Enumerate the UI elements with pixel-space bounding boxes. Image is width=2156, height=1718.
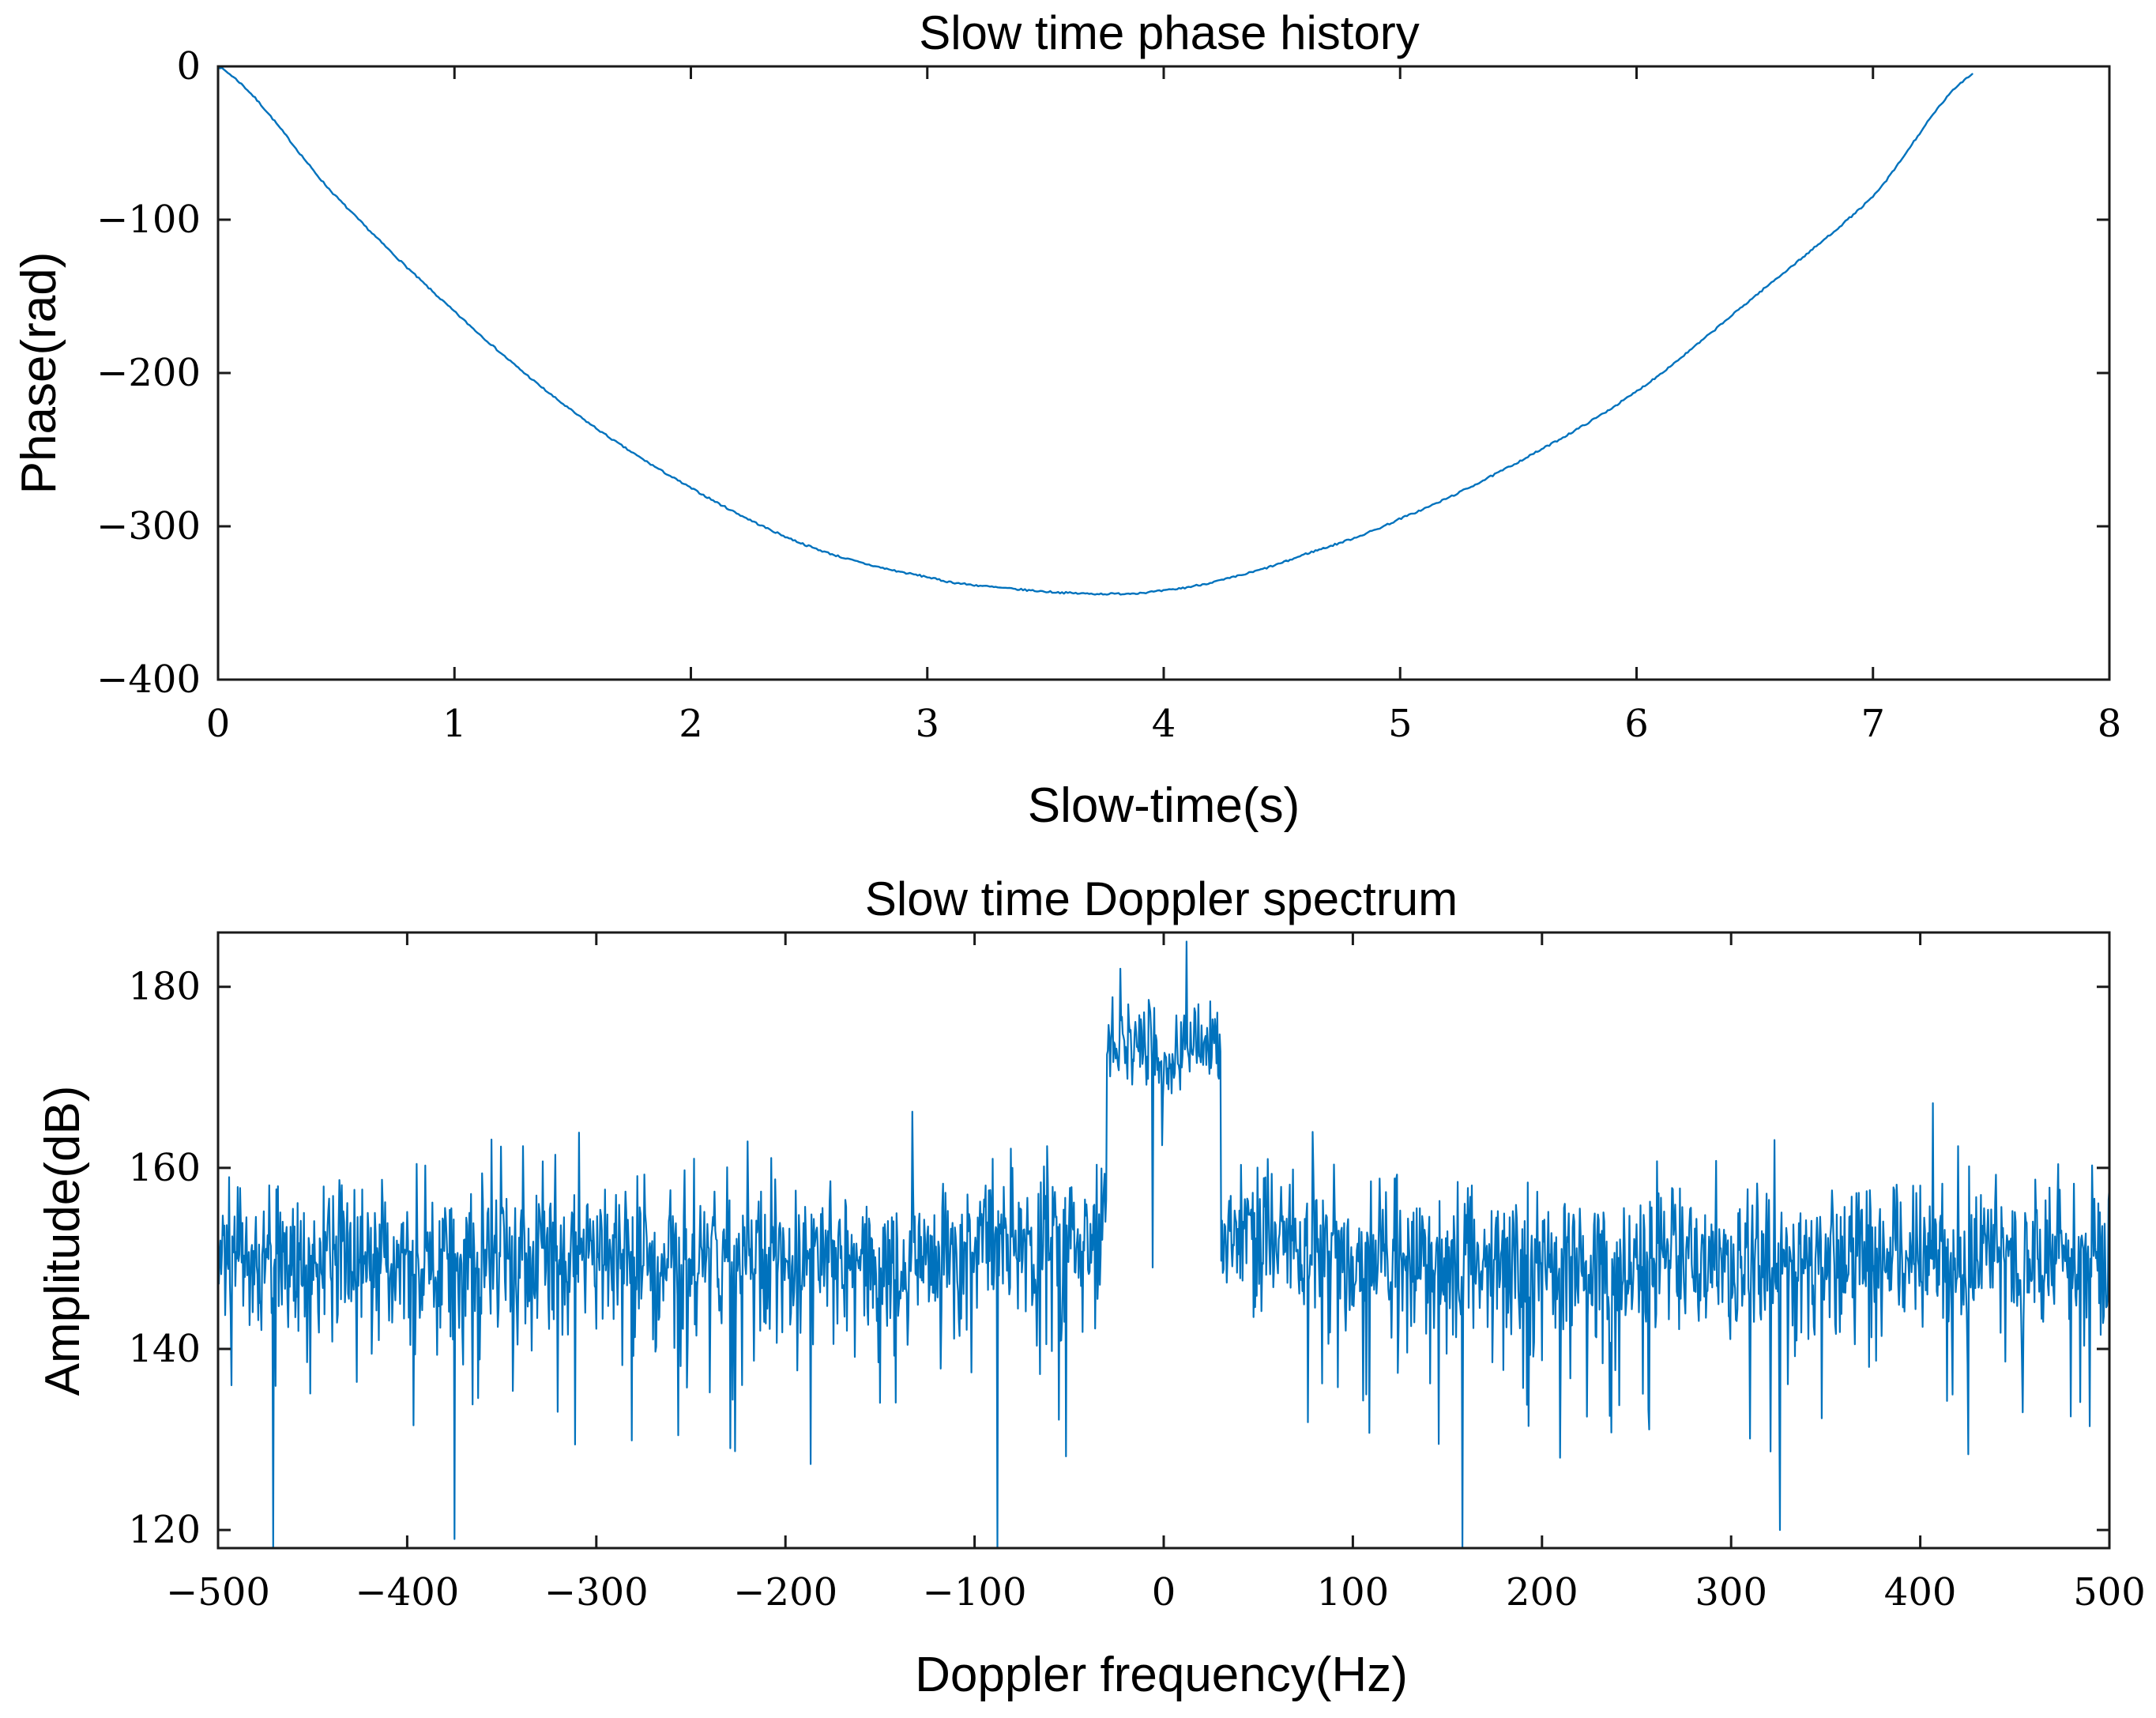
y-tick-label: 160 xyxy=(128,1146,201,1190)
x-tick-label: 2 xyxy=(679,702,703,746)
x-tick-label: −100 xyxy=(923,1570,1027,1614)
x-tick-label: −500 xyxy=(166,1570,270,1614)
series-layer xyxy=(216,940,2111,1550)
phase-history-chart: Slow time phase history 0 1 2 3 4 5 6 7 8 0 −100 −… xyxy=(12,6,2121,833)
x-tick-label: 200 xyxy=(1506,1570,1578,1614)
y-tick-label: 0 xyxy=(176,44,201,89)
x-tick-label: 8 xyxy=(2098,702,2122,746)
x-tick-label: 400 xyxy=(1884,1570,1957,1614)
x-tick-label: 5 xyxy=(1388,702,1413,746)
x-tick-label: −300 xyxy=(544,1570,649,1614)
x-tick-label: 300 xyxy=(1695,1570,1767,1614)
series-line-phase xyxy=(216,66,1974,596)
x-axis: 0 1 2 3 4 5 6 7 8 xyxy=(206,66,2122,746)
y-tick-label: −400 xyxy=(96,657,201,702)
series-line-spectrum xyxy=(216,940,2111,1550)
y-tick-label: 120 xyxy=(128,1508,201,1552)
x-tick-label: 4 xyxy=(1152,702,1176,746)
x-axis-label: Doppler frequency(Hz) xyxy=(915,1648,1408,1702)
plot-frame xyxy=(216,65,2111,681)
doppler-spectrum-chart: Slow time Doppler spectrum −500 −400 −300−… xyxy=(36,872,2146,1702)
y-axis-label: Phase(rad) xyxy=(12,252,66,495)
y-tick-label: 140 xyxy=(128,1327,201,1371)
x-axis: −500 −400 −300 −200 −100 0 100 200 300 400 500 xyxy=(166,932,2146,1614)
x-tick-label: 1 xyxy=(442,702,467,746)
y-tick-label: −100 xyxy=(96,198,201,242)
y-tick-label: −300 xyxy=(96,504,201,548)
y-tick-label: −200 xyxy=(96,351,201,395)
y-axis-label: Amplitude(dB) xyxy=(36,1086,90,1396)
x-tick-label: 0 xyxy=(206,702,231,746)
x-tick-label: 3 xyxy=(915,702,939,746)
x-tick-label: 6 xyxy=(1624,702,1649,746)
chart-title: Slow time Doppler spectrum xyxy=(865,872,1458,925)
series-layer xyxy=(216,66,1974,596)
y-tick-label: 180 xyxy=(128,965,201,1009)
x-tick-label: −400 xyxy=(355,1570,459,1614)
y-axis: 120 140 160 180 xyxy=(128,965,2109,1552)
x-axis-label: Slow-time(s) xyxy=(1028,778,1300,833)
chart-title: Slow time phase history xyxy=(919,6,1420,59)
x-tick-label: −200 xyxy=(733,1570,837,1614)
x-tick-label: 500 xyxy=(2073,1570,2146,1614)
x-tick-label: 7 xyxy=(1861,702,1885,746)
x-tick-label: 0 xyxy=(1152,1570,1176,1614)
y-axis: 0 −100 −200 −300 −400 xyxy=(96,44,2109,702)
x-tick-label: 100 xyxy=(1317,1570,1390,1614)
